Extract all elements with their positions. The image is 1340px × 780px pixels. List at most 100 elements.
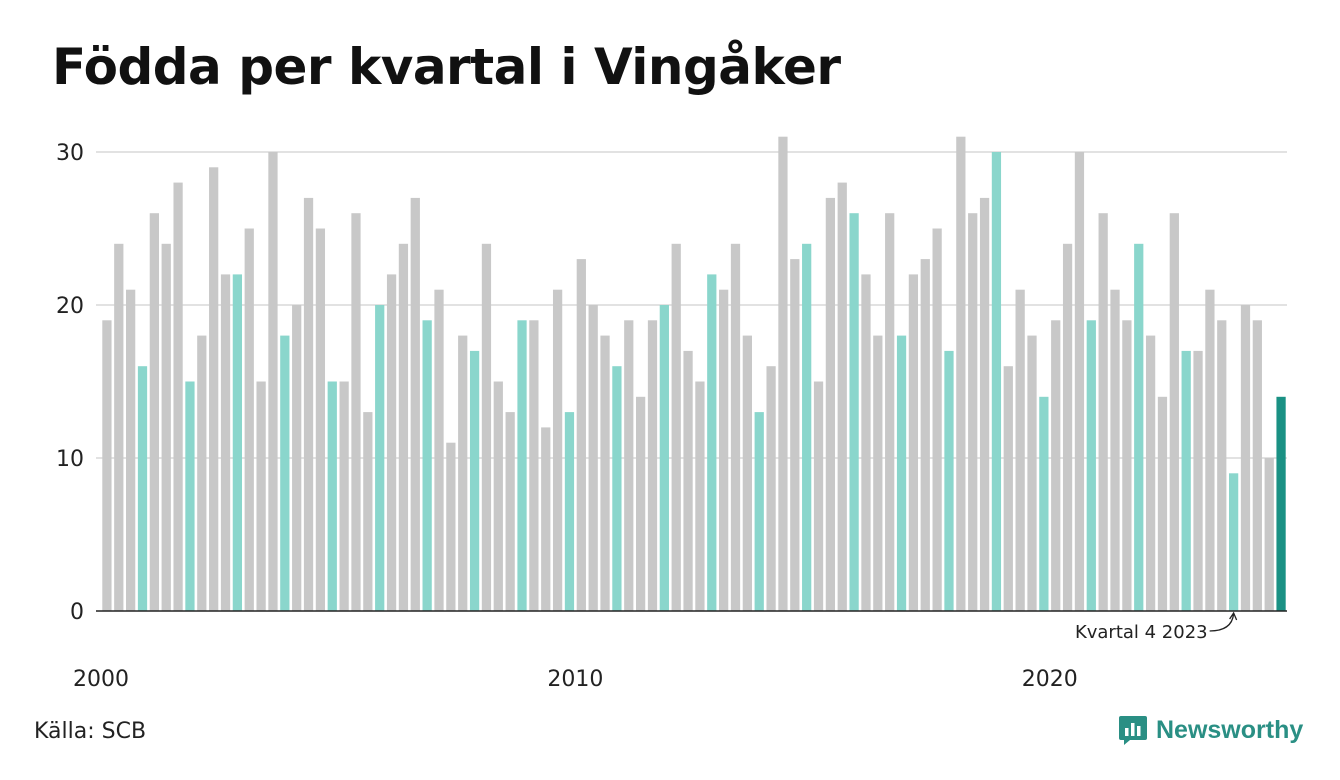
y-tick-label: 10 (56, 447, 84, 472)
bar (802, 243, 812, 612)
bar (1145, 335, 1156, 611)
bar (422, 320, 432, 611)
bar (1229, 473, 1239, 611)
bar (1264, 458, 1274, 611)
bar (256, 381, 266, 611)
bar (552, 289, 563, 611)
bar (790, 259, 800, 611)
bar (1181, 350, 1191, 611)
bar (588, 305, 598, 611)
bar (861, 274, 871, 611)
bar (1157, 396, 1168, 611)
bar (1003, 366, 1013, 611)
bar (991, 152, 1002, 611)
bar (1134, 243, 1144, 612)
bar (968, 213, 978, 611)
bar (363, 412, 373, 611)
bar (956, 136, 966, 611)
bar (719, 289, 729, 611)
bar (944, 350, 954, 611)
y-tick-label: 30 (56, 141, 84, 166)
bar (920, 259, 930, 611)
bar (1039, 396, 1049, 611)
bar (315, 228, 326, 611)
bar (979, 197, 990, 611)
bar (280, 335, 290, 611)
bar (825, 197, 836, 611)
bar (434, 289, 444, 611)
bar (1051, 320, 1061, 611)
chart-title: Födda per kvartal i Vingåker (52, 38, 841, 96)
bar (517, 320, 527, 611)
bar (813, 381, 824, 611)
bar (600, 335, 610, 611)
bar (885, 213, 895, 611)
bar (375, 305, 385, 611)
x-tick-label: 2000 (73, 667, 129, 692)
bar (541, 427, 551, 611)
bar (197, 335, 207, 611)
bar (576, 259, 586, 611)
bar (185, 381, 195, 611)
annotation: Kvartal 4 2023 (1075, 611, 1238, 643)
bar (1240, 305, 1251, 611)
bar (873, 335, 883, 611)
bar (837, 182, 847, 611)
brand-name: Newsworthy (1156, 715, 1304, 744)
annotation-arrow-icon (1209, 611, 1238, 632)
bar (671, 243, 681, 612)
bar (469, 350, 480, 611)
bar (1086, 320, 1096, 611)
bar (612, 366, 622, 611)
bar (754, 412, 764, 611)
bar (446, 442, 456, 611)
bar (908, 274, 919, 611)
bar (137, 366, 148, 611)
bar (102, 320, 112, 611)
y-tick-label: 20 (56, 294, 84, 319)
bar (1062, 243, 1073, 612)
bar (849, 213, 859, 611)
bar (766, 366, 776, 611)
y-axis-ticks: 0 10 20 30 (56, 141, 84, 625)
bar (1027, 335, 1037, 611)
bar (493, 381, 503, 611)
bar (624, 320, 634, 611)
bar (114, 243, 124, 612)
bar (932, 228, 942, 611)
bar (695, 381, 705, 611)
bar (1276, 396, 1286, 611)
bar (327, 381, 337, 611)
bar (505, 412, 515, 611)
bar (1217, 320, 1227, 611)
x-axis-ticks: 2000 2010 2020 (73, 667, 1078, 692)
bar (1193, 350, 1203, 611)
bar (161, 243, 171, 612)
bar (1122, 320, 1132, 611)
y-tick-label: 0 (70, 600, 84, 625)
bar (1110, 289, 1120, 611)
bar (730, 243, 741, 612)
bar (351, 213, 361, 611)
bar (778, 136, 788, 611)
bar (149, 213, 159, 611)
bar (292, 305, 302, 611)
bar (636, 396, 646, 611)
bar (742, 335, 752, 611)
bar (707, 274, 717, 611)
bar (232, 274, 243, 611)
bar (481, 243, 492, 612)
x-tick-label: 2020 (1022, 667, 1078, 692)
bar (683, 350, 693, 611)
bar (386, 274, 397, 611)
bar (410, 197, 420, 611)
bar (564, 412, 575, 611)
bar (398, 243, 409, 612)
bar (1098, 213, 1108, 611)
brand-logo: Newsworthy (1118, 714, 1303, 746)
bars (102, 136, 1286, 612)
x-tick-label: 2010 (547, 667, 603, 692)
bar (1205, 289, 1215, 611)
source-label: Källa: SCB (34, 719, 147, 744)
